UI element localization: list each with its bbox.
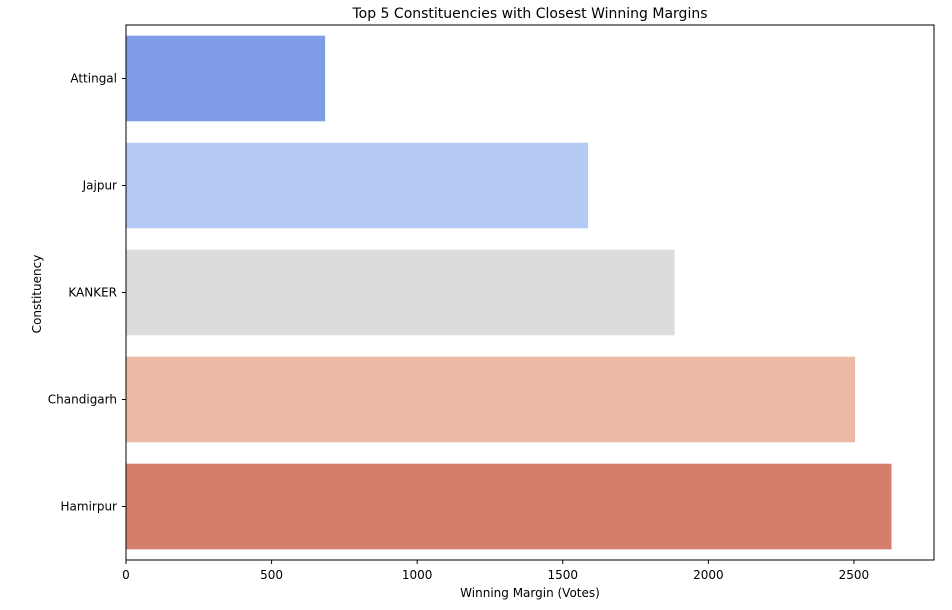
x-tick-label: 500 (260, 568, 283, 582)
plot-area-border (125, 24, 935, 561)
bar-chandigarh (126, 356, 856, 443)
y-tick-label: Chandigarh (48, 393, 117, 407)
x-axis-ticks: 0 500 1000 1500 2000 2500 (122, 560, 869, 582)
chart-title: Top 5 Constituencies with Closest Winnin… (351, 6, 707, 22)
y-tick-label: Jajpur (82, 179, 117, 193)
x-tick-label: 1500 (547, 568, 578, 582)
axes-frame (125, 24, 935, 561)
y-tick-label: KANKER (68, 286, 117, 300)
bar-kanker (126, 249, 675, 336)
bars-group (126, 35, 892, 550)
y-tick-label: Attingal (70, 72, 117, 86)
x-axis-label: Winning Margin (Votes) (460, 586, 600, 600)
bar-attingal (126, 35, 326, 122)
x-tick-label: 2000 (693, 568, 724, 582)
bar-hamirpur (126, 463, 892, 550)
x-tick-label: 1000 (402, 568, 433, 582)
y-axis-ticks: Attingal Jajpur KANKER Chandigarh Hamirpur (48, 72, 126, 514)
y-axis-label: Constituency (30, 255, 44, 334)
x-tick-label: 0 (122, 568, 130, 582)
y-tick-label: Hamirpur (61, 500, 118, 514)
x-tick-label: 2500 (839, 568, 870, 582)
bar-jajpur (126, 142, 589, 229)
